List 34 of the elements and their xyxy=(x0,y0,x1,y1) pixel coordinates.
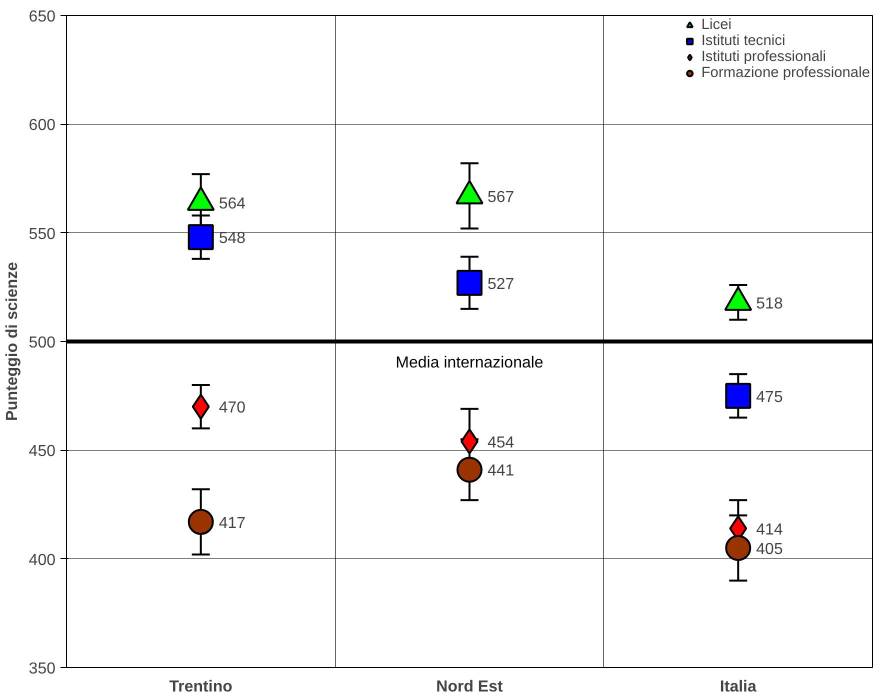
point xyxy=(456,270,482,296)
y-tick-label: 550 xyxy=(28,226,56,243)
y-tick-label: 650 xyxy=(28,8,56,26)
y-tick-label: 400 xyxy=(28,552,56,569)
y-axis-title: Punteggio di scienze xyxy=(4,262,21,422)
x-tick-label: Italia xyxy=(720,678,756,696)
y-tick-label: 450 xyxy=(28,443,56,460)
data-label: 518 xyxy=(756,295,783,312)
legend-label: Licei xyxy=(701,17,732,33)
data-label: 414 xyxy=(756,521,783,538)
point xyxy=(725,534,752,561)
legend-label: Istituti tecnici xyxy=(701,33,786,49)
data-label: 454 xyxy=(488,434,514,452)
x-tick-label: Trentino xyxy=(169,678,233,696)
y-tick-label: 600 xyxy=(28,117,56,134)
point xyxy=(188,508,214,535)
data-label: 527 xyxy=(488,276,514,293)
point xyxy=(456,456,482,483)
legend-label: Istituti professionali xyxy=(701,49,826,65)
data-label: 564 xyxy=(218,195,246,212)
data-label: 470 xyxy=(218,400,246,417)
legend-label: Formazione professionale xyxy=(701,65,870,81)
data-label: 405 xyxy=(756,540,783,558)
data-label: 567 xyxy=(488,188,514,206)
y-tick-label: 500 xyxy=(28,334,56,352)
x-tick-label: Nord Est xyxy=(436,678,504,696)
data-label: 441 xyxy=(488,462,514,480)
ref-line-label: Media internazionale xyxy=(396,354,544,372)
point xyxy=(725,382,752,409)
data-label: 475 xyxy=(756,388,783,406)
point xyxy=(188,224,214,250)
y-tick-label: 350 xyxy=(28,660,56,678)
data-label: 548 xyxy=(218,230,246,248)
data-label: 417 xyxy=(218,514,246,532)
